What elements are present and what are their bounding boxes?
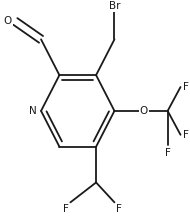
Text: F: F xyxy=(165,148,171,158)
Text: O: O xyxy=(3,16,12,27)
Text: F: F xyxy=(183,130,189,140)
Text: F: F xyxy=(183,82,189,92)
Text: F: F xyxy=(63,204,69,214)
Text: Br: Br xyxy=(109,0,120,11)
Text: F: F xyxy=(116,204,122,214)
Text: N: N xyxy=(29,106,36,116)
Text: O: O xyxy=(140,106,148,116)
